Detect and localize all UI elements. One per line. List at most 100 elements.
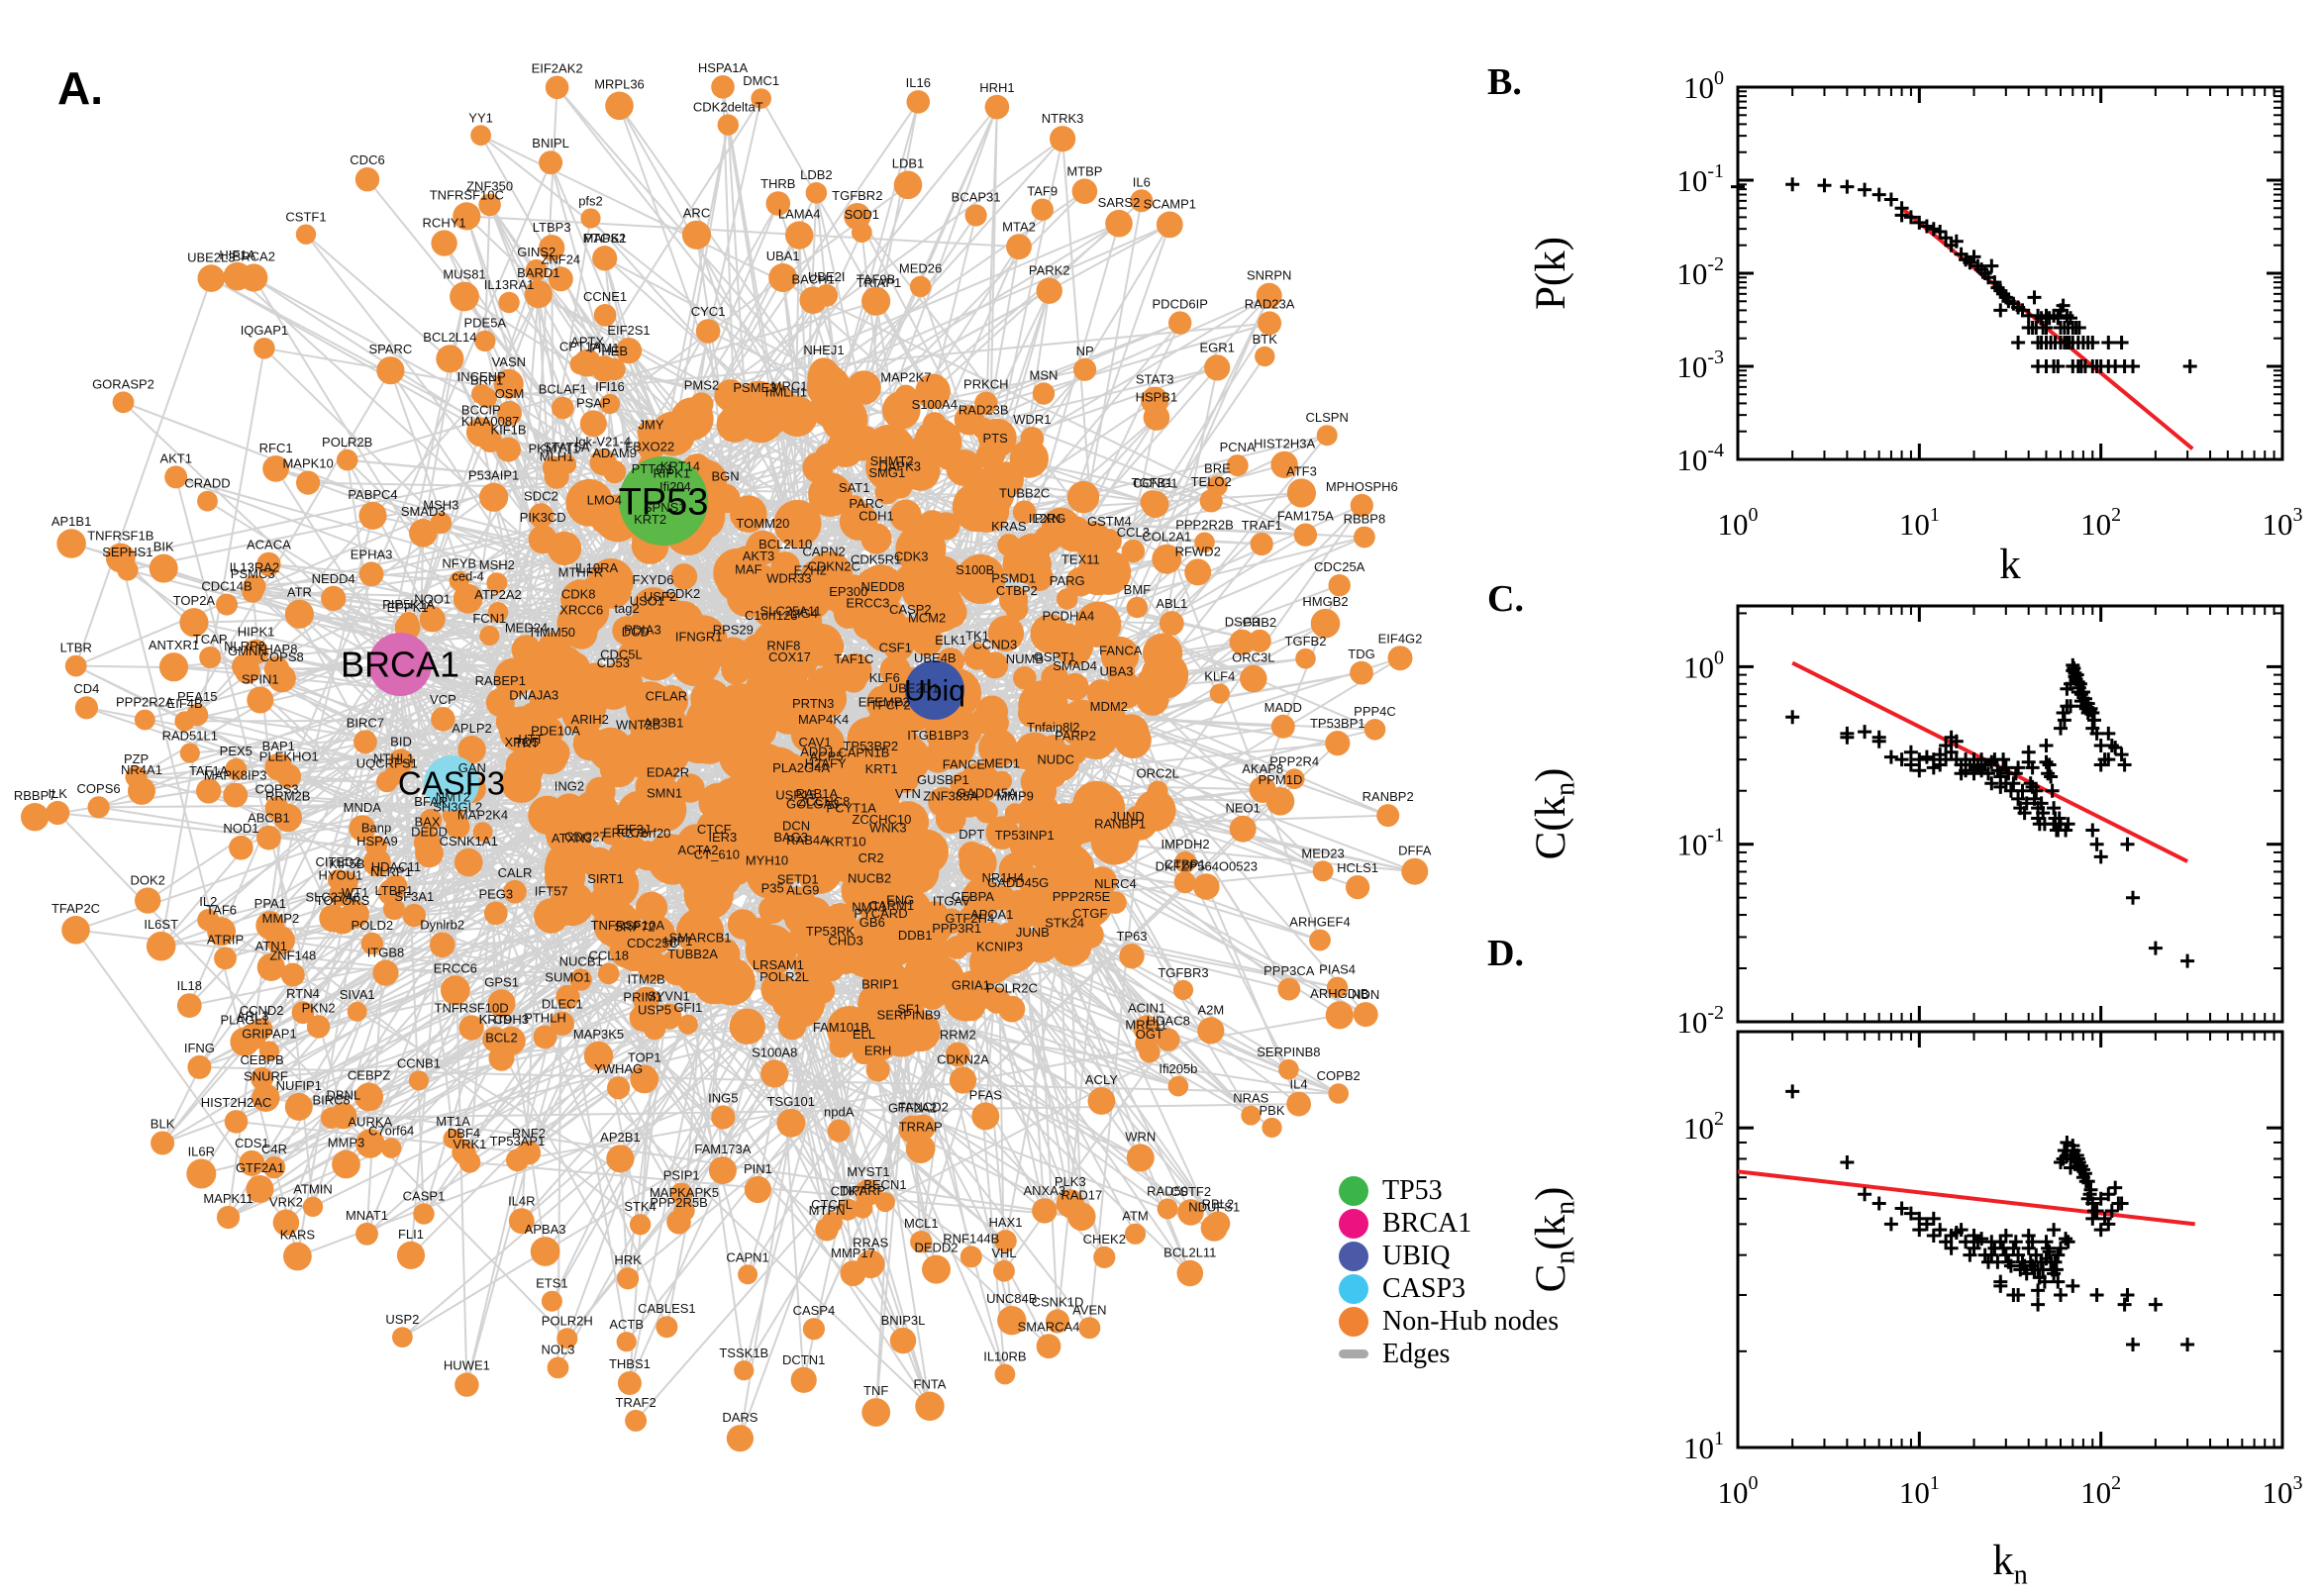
network-node — [1207, 475, 1228, 497]
network-node — [579, 410, 607, 438]
network-node-label: P53AIP1 — [468, 468, 519, 483]
network-node-label: CSNK1D — [1032, 1294, 1084, 1309]
network-node — [1054, 930, 1075, 951]
network-node-label: BARD1 — [517, 265, 559, 280]
network-node — [396, 1241, 426, 1269]
network-node — [1174, 850, 1197, 873]
network-node-label: EGR1 — [1199, 340, 1234, 354]
network-node — [751, 88, 771, 109]
network-node — [485, 688, 515, 718]
network-node — [606, 1145, 635, 1173]
network-node-label: ERH — [864, 1044, 891, 1058]
network-node — [186, 704, 209, 727]
network-node — [874, 480, 899, 505]
network-node — [372, 959, 399, 986]
network-node-label: GTF2H4 — [945, 911, 994, 926]
hub-node-label-tp53: TP53 — [619, 481, 709, 523]
network-node — [530, 1237, 560, 1266]
hub-node-label-ubiq: Ubiq — [904, 675, 965, 708]
network-node-label: FANCA — [1099, 644, 1143, 658]
network-node-label: BRCA2 — [233, 249, 275, 263]
network-node-label: DPT — [959, 827, 984, 842]
network-node-label: DBF4 — [448, 1126, 480, 1141]
network-node-label: UBE2I — [808, 269, 846, 284]
network-node — [1068, 904, 1094, 930]
network-node — [1033, 526, 1061, 553]
panel-a-label: A. — [57, 62, 103, 114]
legend-label: TP53 — [1382, 1174, 1443, 1206]
network-node-label: PPP2R5B — [650, 1195, 708, 1210]
network-node — [1006, 234, 1032, 260]
network-node — [650, 779, 686, 816]
network-node — [999, 585, 1029, 615]
network-node — [1204, 354, 1231, 381]
network-node — [957, 992, 985, 1022]
network-node-label: CDK8 — [561, 586, 596, 601]
network-node — [528, 525, 557, 554]
network-node-label: MT1A — [436, 1114, 470, 1129]
network-node — [851, 222, 872, 244]
network-node-label: PTS — [983, 431, 1009, 446]
network-node-label: GOLGA3 — [786, 797, 839, 812]
network-node-label: HUWE1 — [444, 1357, 490, 1372]
network-node — [1346, 875, 1370, 900]
network-node — [886, 801, 930, 844]
ticks-layer — [1736, 1032, 2284, 1449]
hub-node-label-casp3: CASP3 — [398, 765, 505, 802]
network-node-label: USP15 — [775, 787, 816, 802]
network-node-label: NDUFS1 — [1188, 1200, 1240, 1215]
network-node-label: BMF — [1124, 582, 1152, 597]
network-node-label: PDE10A — [531, 724, 580, 739]
network-node — [990, 885, 1016, 911]
network-node — [802, 1318, 826, 1341]
network-node — [280, 962, 305, 987]
network-node — [1012, 500, 1037, 524]
network-node-label: C4R — [261, 1142, 287, 1156]
network-node-label: ILK — [48, 786, 67, 801]
network-node — [985, 445, 1006, 465]
network-node-label: MAP4K4 — [798, 712, 849, 727]
network-node-label: PSIP1 — [663, 1167, 700, 1182]
network-node-label: NUCB2 — [848, 871, 891, 886]
network-node — [572, 727, 607, 761]
network-node-label: CDK2 — [666, 586, 701, 601]
plot-frame — [1736, 1030, 2284, 1449]
network-node-label: CEBPA — [952, 889, 994, 904]
network-node-label: PPP2R4 — [1269, 753, 1319, 768]
network-node-label: TSG101 — [767, 1094, 815, 1109]
network-node — [262, 455, 289, 482]
network-node — [358, 561, 384, 587]
network-node-label: HRH1 — [979, 80, 1014, 95]
network-node — [1126, 1144, 1155, 1172]
network-node — [487, 989, 516, 1018]
network-node-label: MYST1 — [847, 1164, 889, 1179]
network-node-label: Ifi205b — [1159, 1061, 1197, 1076]
network-node — [419, 606, 446, 633]
network-node-label: AURKA — [348, 1114, 392, 1129]
network-node-label: RAD23A — [1245, 297, 1295, 312]
network-node-label: RAD23B — [959, 403, 1009, 418]
network-node-label: HDAC8 — [1147, 1013, 1190, 1028]
network-node-label: TAF6 — [206, 902, 237, 917]
network-node — [922, 1254, 951, 1284]
network-node — [922, 412, 947, 437]
network-node-label: TFCP2 — [870, 698, 911, 713]
network-node — [984, 94, 1010, 120]
network-node-label: IFI16 — [595, 379, 625, 394]
network-node-label: SEPHS1 — [102, 545, 152, 559]
network-node-label: TDG — [1348, 647, 1374, 661]
network-node — [760, 971, 796, 1007]
network-node — [805, 182, 828, 204]
network-node — [910, 1114, 937, 1141]
network-node-label: DAPK3 — [878, 458, 921, 473]
network-node-label: MED23 — [1301, 846, 1344, 860]
network-node-label: PSMC3 — [231, 566, 275, 581]
network-node — [253, 338, 275, 359]
network-node-label: DCN — [782, 818, 810, 833]
network-node-label: NTHL1 — [373, 750, 414, 765]
network-node-label: MNDA — [344, 800, 382, 815]
network-node-label: PRTN3 — [792, 696, 834, 711]
network-node — [678, 857, 718, 897]
network-node-label: BCL2L14 — [423, 330, 476, 345]
network-node — [645, 703, 688, 746]
